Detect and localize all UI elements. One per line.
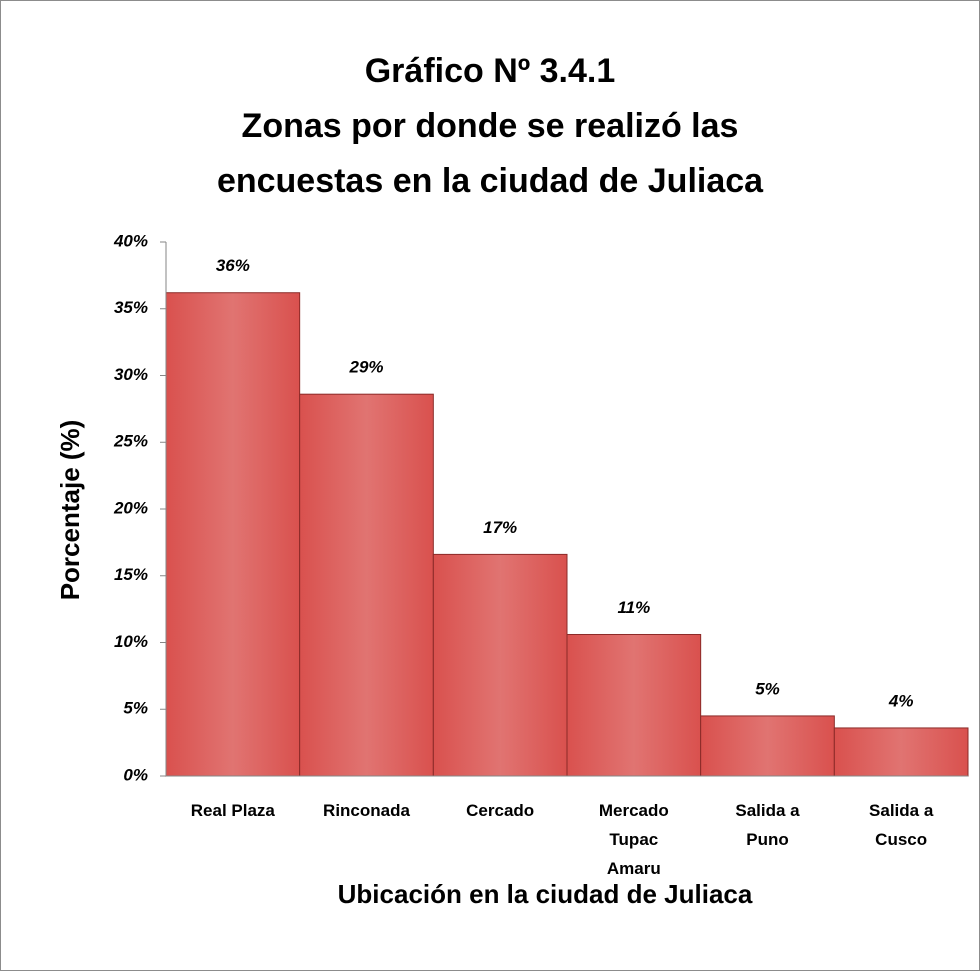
chart: Gráfico Nº 3.4.1 Zonas por donde se real…: [0, 0, 980, 971]
bar: [567, 634, 701, 776]
y-tick-label: 20%: [113, 498, 148, 517]
data-label: 5%: [755, 679, 780, 698]
bar: [834, 728, 968, 776]
y-tick-label: 0%: [123, 765, 148, 784]
chart-title: Zonas por donde se realizó las: [242, 107, 739, 145]
x-axis-title: Ubicación en la ciudad de Juliaca: [338, 879, 753, 909]
chart-border: [1, 1, 980, 971]
y-tick-label: 40%: [113, 231, 148, 250]
x-tick-label: Cercado: [466, 801, 534, 820]
y-axis-title: Porcentaje (%): [55, 420, 85, 601]
x-tick-label: Rinconada: [323, 801, 410, 820]
data-label: 4%: [888, 691, 914, 710]
y-tick-label: 25%: [113, 432, 148, 451]
data-label: 17%: [483, 518, 517, 537]
y-tick-label: 30%: [114, 365, 148, 384]
bar: [300, 394, 434, 776]
data-label: 11%: [617, 598, 650, 617]
data-label: 36%: [216, 256, 250, 275]
bar: [701, 716, 835, 776]
data-label: 29%: [348, 358, 383, 377]
y-tick-label: 15%: [114, 565, 148, 584]
chart-title: Gráfico Nº 3.4.1: [365, 52, 616, 90]
bar: [433, 554, 567, 776]
y-tick-label: 10%: [114, 632, 148, 651]
bar: [166, 293, 300, 776]
y-tick-label: 5%: [123, 699, 148, 718]
x-tick-label: Real Plaza: [191, 801, 276, 820]
y-tick-label: 35%: [114, 298, 148, 317]
chart-title: encuestas en la ciudad de Juliaca: [217, 162, 764, 200]
